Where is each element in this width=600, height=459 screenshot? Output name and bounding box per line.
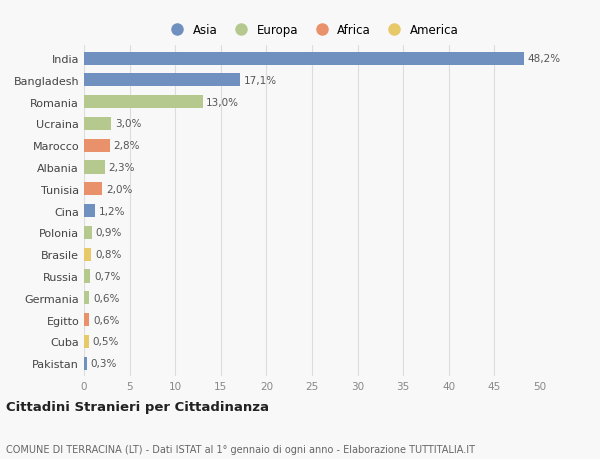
Text: 2,0%: 2,0% <box>106 185 132 195</box>
Text: 17,1%: 17,1% <box>244 76 277 86</box>
Bar <box>84 118 112 131</box>
Bar <box>84 74 240 87</box>
Text: 3,0%: 3,0% <box>115 119 142 129</box>
Bar <box>84 161 105 174</box>
Text: 0,3%: 0,3% <box>91 358 117 368</box>
Text: 0,5%: 0,5% <box>92 336 119 347</box>
Bar <box>84 291 89 305</box>
Text: 0,6%: 0,6% <box>93 293 119 303</box>
Text: 0,9%: 0,9% <box>96 228 122 238</box>
Text: 0,7%: 0,7% <box>94 271 121 281</box>
Text: COMUNE DI TERRACINA (LT) - Dati ISTAT al 1° gennaio di ogni anno - Elaborazione : COMUNE DI TERRACINA (LT) - Dati ISTAT al… <box>6 444 475 454</box>
Text: 48,2%: 48,2% <box>527 54 560 64</box>
Text: 1,2%: 1,2% <box>98 206 125 216</box>
Bar <box>84 205 95 218</box>
Text: 13,0%: 13,0% <box>206 97 239 107</box>
Text: 2,3%: 2,3% <box>109 162 135 173</box>
Bar <box>84 183 102 196</box>
Bar <box>84 335 89 348</box>
Bar <box>84 270 91 283</box>
Bar <box>84 52 524 66</box>
Text: 0,8%: 0,8% <box>95 250 121 260</box>
Bar <box>84 248 91 261</box>
Text: 2,8%: 2,8% <box>113 141 140 151</box>
Bar <box>84 313 89 326</box>
Bar <box>84 140 110 152</box>
Text: 0,6%: 0,6% <box>93 315 119 325</box>
Bar <box>84 357 87 370</box>
Bar <box>84 96 203 109</box>
Bar <box>84 226 92 240</box>
Text: Cittadini Stranieri per Cittadinanza: Cittadini Stranieri per Cittadinanza <box>6 400 269 413</box>
Legend: Asia, Europa, Africa, America: Asia, Europa, Africa, America <box>163 22 461 40</box>
